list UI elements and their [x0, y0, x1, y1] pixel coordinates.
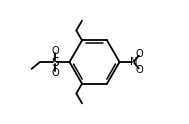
- Text: O: O: [136, 49, 144, 59]
- Text: S: S: [51, 56, 59, 68]
- Text: O: O: [51, 68, 59, 78]
- Text: O: O: [136, 65, 144, 75]
- Text: O: O: [51, 46, 59, 56]
- Text: N: N: [130, 57, 137, 67]
